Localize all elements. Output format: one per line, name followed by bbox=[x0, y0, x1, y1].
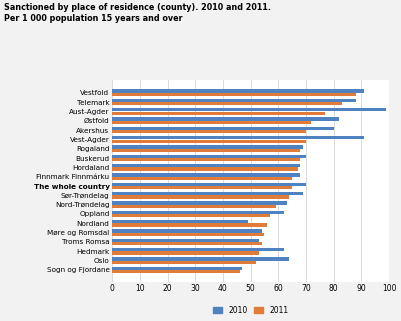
Bar bbox=[112, 183, 306, 186]
Bar bbox=[112, 214, 270, 217]
Text: Sanctioned by place of residence (county). 2010 and 2011.
Per 1 000 population 1: Sanctioned by place of residence (county… bbox=[4, 3, 271, 23]
Bar bbox=[112, 270, 239, 273]
Bar bbox=[112, 140, 306, 143]
Bar bbox=[112, 130, 306, 134]
Bar bbox=[112, 90, 364, 93]
Bar bbox=[112, 220, 248, 223]
Bar bbox=[112, 168, 298, 171]
Bar bbox=[112, 164, 300, 167]
Bar bbox=[112, 158, 300, 161]
Bar bbox=[112, 251, 259, 255]
Bar bbox=[112, 205, 275, 208]
Bar bbox=[112, 233, 265, 236]
Bar bbox=[112, 192, 303, 195]
Bar bbox=[112, 111, 325, 115]
Bar bbox=[112, 93, 356, 96]
Bar bbox=[112, 108, 386, 111]
Bar bbox=[112, 261, 256, 264]
Bar bbox=[112, 242, 262, 245]
Bar bbox=[112, 121, 312, 124]
Bar bbox=[112, 136, 364, 139]
Bar bbox=[112, 149, 300, 152]
Bar bbox=[112, 155, 306, 158]
Bar bbox=[112, 173, 300, 177]
Bar bbox=[112, 239, 259, 242]
Bar bbox=[112, 186, 292, 189]
Bar bbox=[112, 177, 292, 180]
Bar bbox=[112, 211, 284, 214]
Bar bbox=[112, 223, 267, 227]
Bar bbox=[112, 102, 342, 106]
Bar bbox=[112, 229, 262, 232]
Bar bbox=[112, 145, 303, 149]
Bar bbox=[112, 117, 339, 121]
Bar bbox=[112, 266, 242, 270]
Bar bbox=[112, 127, 334, 130]
Legend: 2010, 2011: 2010, 2011 bbox=[210, 302, 291, 317]
Bar bbox=[112, 195, 290, 199]
Bar bbox=[112, 99, 356, 102]
Bar bbox=[112, 248, 284, 251]
Bar bbox=[112, 257, 290, 261]
Bar bbox=[112, 201, 287, 204]
